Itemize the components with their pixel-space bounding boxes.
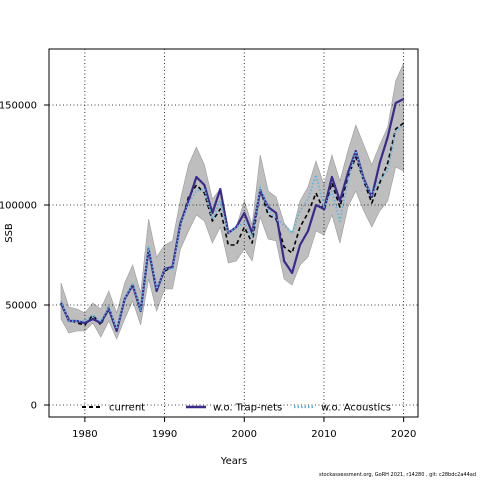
x-tick-label-2000: 2000 xyxy=(232,429,257,440)
y-axis-label: SSB xyxy=(4,223,15,243)
legend-label-current: current xyxy=(109,403,145,414)
y-tick-label-150000: 150000 xyxy=(0,101,37,112)
legend-label-w-o-trap-nets: w.o. Trap-nets xyxy=(213,403,282,414)
x-tick-label-2020: 2020 xyxy=(391,429,416,440)
series-line-w-o-acoustics xyxy=(60,124,405,330)
x-tick-label-2010: 2010 xyxy=(311,429,336,440)
legend: current w.o. Trap-nets w.o. Acoustics xyxy=(82,403,391,414)
axis-layer: 1980 1990 2000 2010 2020 0 50000 100000 150000 xyxy=(0,101,416,441)
y-tick-label-100000: 100000 xyxy=(0,201,37,212)
legend-label-w-o-acoustics: w.o. Acoustics xyxy=(321,403,391,414)
x-tick-label-1980: 1980 xyxy=(72,429,97,440)
y-tick-label-50000: 50000 xyxy=(5,301,37,312)
series-line-current xyxy=(60,122,405,332)
series-line-w-o-trap-nets xyxy=(59,98,405,333)
series-layer xyxy=(59,98,405,333)
y-tick-label-0: 0 xyxy=(31,401,37,412)
x-tick-label-1990: 1990 xyxy=(152,429,177,440)
footer-note: stockassessment.org, GoRH 2021, r14280 ,… xyxy=(318,472,476,478)
x-axis-label: Years xyxy=(220,456,247,467)
plot-frame xyxy=(48,48,419,418)
confidence-band-layer xyxy=(60,62,404,340)
confidence-band xyxy=(60,62,404,340)
